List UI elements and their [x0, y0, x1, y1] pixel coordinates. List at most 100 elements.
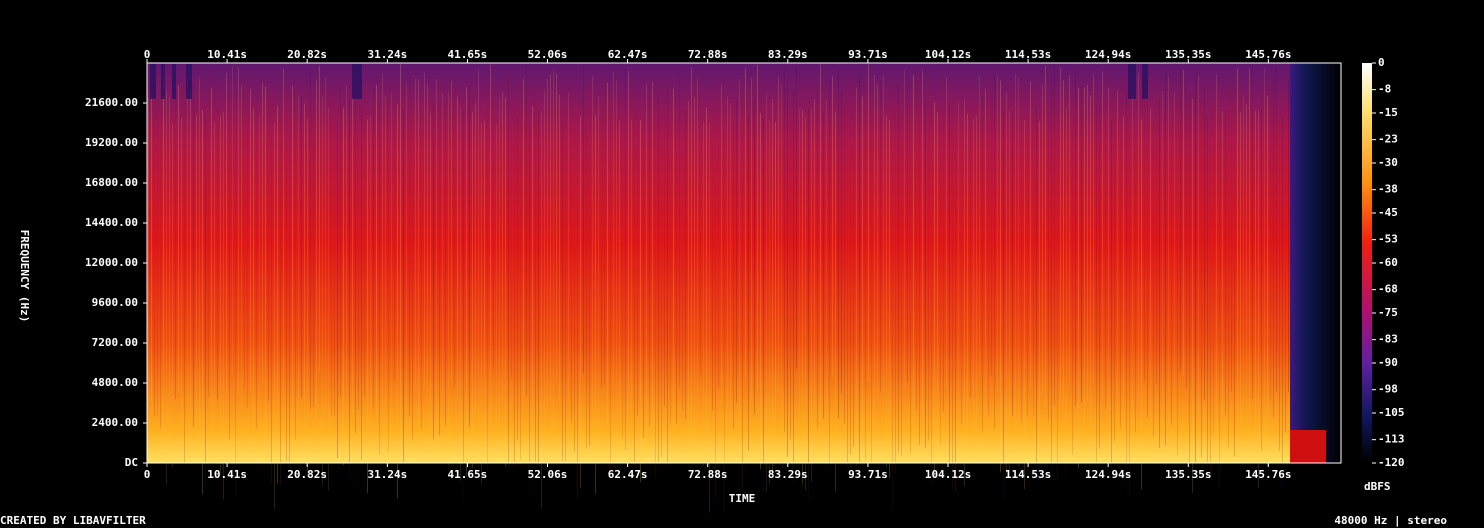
spectrogram-texture	[964, 100, 965, 487]
spectrogram-texture	[970, 72, 971, 398]
spectrogram-texture	[1087, 84, 1088, 400]
spectrogram-texture	[1204, 88, 1205, 401]
x-tick-label-bottom: 31.24s	[367, 468, 407, 481]
spectrogram-texture	[289, 90, 290, 478]
spectrogram-texture	[166, 90, 167, 485]
spectrogram-texture	[430, 113, 431, 459]
spectrogram-texture	[718, 77, 719, 388]
spectrogram-texture	[190, 88, 191, 456]
spectrogram-texture	[208, 65, 209, 398]
x-tick-label-top: 72.88s	[688, 48, 728, 61]
spectrogram-texture	[1090, 95, 1091, 450]
spectrogram-texture	[1126, 90, 1127, 489]
spectrogram-texture	[1105, 71, 1106, 409]
spectrogram-texture	[1267, 95, 1268, 466]
spectrogram-texture	[382, 73, 383, 421]
spectrogram-texture	[574, 116, 575, 452]
spectrogram-texture	[1285, 120, 1286, 433]
spectrogram-texture	[424, 72, 425, 388]
spectrogram-texture	[376, 85, 377, 420]
spectrogram-texture	[874, 74, 875, 458]
spectrogram-texture	[580, 116, 581, 488]
spectrogram-texture	[709, 122, 710, 513]
spectrogram-texture	[322, 97, 323, 486]
spectrogram-texture	[1111, 120, 1112, 471]
spectrogram-texture	[1108, 87, 1109, 444]
spectrogram-texture	[436, 79, 437, 456]
spectrogram-texture	[634, 88, 635, 468]
spectrogram-texture	[1036, 105, 1037, 467]
y-axis-label: FREQUENCY (Hz)	[18, 230, 31, 323]
spectrogram-texture	[907, 71, 908, 383]
spectrogram-texture	[271, 93, 272, 483]
spectrogram-texture	[691, 66, 692, 442]
spectrogram-texture	[379, 100, 380, 454]
spectrogram-texture	[997, 76, 998, 391]
spectrogram-dark-band	[1142, 64, 1148, 99]
spectrogram-texture	[547, 79, 548, 403]
spectrogram-texture	[409, 86, 410, 416]
spectrogram-texture	[532, 106, 533, 461]
spectrogram-texture	[811, 108, 812, 482]
spectrogram-texture	[616, 80, 617, 439]
spectrogram-texture	[373, 84, 374, 409]
spectrogram-texture	[529, 123, 530, 498]
spectrogram-texture	[1288, 81, 1289, 392]
spectrogram-texture	[631, 119, 632, 436]
spectrogram-texture	[1234, 84, 1235, 457]
spectrogram-texture	[1099, 102, 1100, 449]
spectrogram-texture	[1201, 98, 1202, 458]
spectrogram-texture	[919, 75, 920, 446]
spectrogram-texture	[700, 72, 701, 376]
spectrogram-texture	[763, 117, 764, 497]
spectrogram-texture	[1240, 111, 1241, 428]
spectrogram-texture	[1078, 87, 1079, 469]
spectrogram-texture	[280, 123, 281, 486]
spectrogram-texture	[154, 88, 155, 417]
spectrogram-texture	[355, 100, 356, 434]
spectrogram-texture	[286, 87, 287, 462]
colorbar-tick-label: -30	[1378, 156, 1398, 169]
x-tick-label-bottom: 145.76s	[1245, 468, 1291, 481]
spectrogram-texture	[637, 105, 638, 416]
spectrogram-texture	[1195, 73, 1196, 466]
spectrogram-texture	[1102, 71, 1103, 399]
spectrogram-texture	[727, 96, 728, 421]
spectrogram-texture	[307, 118, 308, 478]
y-tick-label: 14400.00	[85, 216, 138, 229]
spectrogram-texture	[559, 94, 560, 403]
spectrogram-texture	[856, 87, 857, 465]
spectrogram-texture	[295, 73, 296, 440]
spectrogram-texture	[250, 88, 251, 390]
spectrogram-texture	[697, 78, 698, 416]
spectrogram-texture	[256, 102, 257, 429]
spectrogram-texture	[1135, 69, 1136, 433]
spectrogram-texture	[859, 75, 860, 468]
spectrogram-texture	[733, 120, 734, 430]
colorbar-tick-label: -8	[1378, 83, 1391, 96]
spectrogram-tail-low	[1290, 430, 1326, 463]
spectrogram-texture	[1003, 108, 1004, 499]
spectrogram-texture	[298, 95, 299, 427]
spectrogram-texture	[157, 68, 158, 418]
spectrogram-texture	[1198, 75, 1199, 417]
spectrogram-texture	[439, 89, 440, 436]
spectrogram-texture	[265, 86, 266, 440]
spectrogram-texture	[1219, 111, 1220, 488]
spectrogram-texture	[364, 87, 365, 396]
x-tick-label-top: 93.71s	[848, 48, 888, 61]
spectrogram-texture	[301, 94, 302, 399]
spectrogram-texture	[1069, 75, 1070, 387]
colorbar-tick-label: -60	[1378, 256, 1398, 269]
spectrogram-texture	[829, 78, 830, 471]
spectrogram-texture	[937, 112, 938, 447]
spectrogram-texture	[766, 94, 767, 492]
spectrogram-texture	[247, 69, 248, 409]
spectrogram-texture	[328, 107, 329, 492]
x-tick-label-top: 10.41s	[207, 48, 247, 61]
spectrogram-texture	[832, 76, 833, 378]
spectrogram-texture	[511, 64, 512, 378]
x-tick-label-bottom: 62.47s	[608, 468, 648, 481]
spectrogram-texture	[1009, 110, 1010, 476]
spectrogram-texture	[928, 64, 929, 441]
